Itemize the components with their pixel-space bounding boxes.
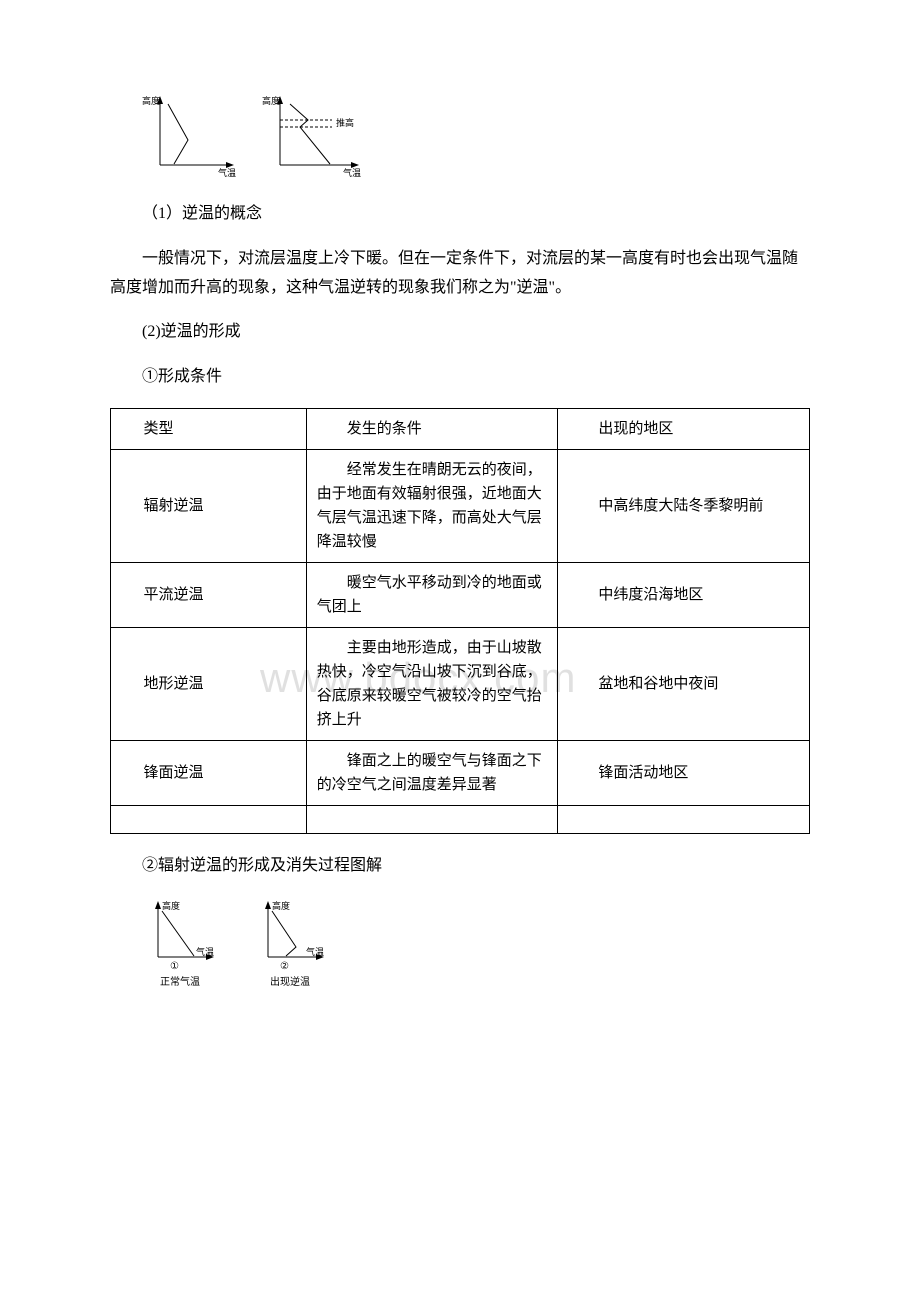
table-header-condition: 发生的条件 (306, 408, 558, 449)
y-axis-label: 高度 (272, 900, 290, 911)
section-2-sub-1: ①形成条件 (110, 363, 810, 392)
y-axis-label: 高度 (162, 900, 180, 911)
table-empty-cell (306, 805, 558, 833)
table-row: 辐射逆温 经常发生在晴朗无云的夜间，由于地面有效辐射很强，近地面大气层气温迅速下… (111, 449, 810, 562)
normal-temp-diagram: 高度 气温 ① (140, 897, 220, 972)
table-empty-cell (558, 805, 810, 833)
table-cell-cond: 主要由地形造成，由于山坡散热快，冷空气沿山坡下沉到谷底，谷底原来较暖空气被较冷的… (306, 627, 558, 740)
x-axis-label: 气温 (196, 946, 214, 957)
table-cell-type: 地形逆温 (111, 627, 307, 740)
diagram-number: ① (170, 961, 179, 972)
table-cell-type: 平流逆温 (111, 562, 307, 627)
section-2-heading: (2)逆温的形成 (110, 318, 810, 347)
table-empty-cell (111, 805, 307, 833)
table-cell-cond: 锋面之上的暖空气与锋面之下的冷空气之间温度差异显著 (306, 740, 558, 805)
x-axis-label: 气温 (306, 946, 324, 957)
table-header-type: 类型 (111, 408, 307, 449)
table-cell-area: 盆地和谷地中夜间 (558, 627, 810, 740)
inversion-types-table: 类型 发生的条件 出现的地区 辐射逆温 经常发生在晴朗无云的夜间，由于地面有效辐… (110, 408, 810, 834)
diagram-caption: 正常气温 (160, 974, 200, 992)
diagram-caption: 出现逆温 (270, 974, 310, 992)
inversion-diagram-1: 高度 气温 (140, 90, 240, 180)
x-axis-label: 气温 (218, 167, 236, 178)
inversion-diagram-2: 高度 气温 推高 (260, 90, 370, 180)
top-diagram-row: 高度 气温 高度 气温 推高 (140, 90, 810, 180)
table-cell-area: 中高纬度大陆冬季黎明前 (558, 449, 810, 562)
table-cell-cond: 经常发生在晴朗无云的夜间，由于地面有效辐射很强，近地面大气层气温迅速下降，而高处… (306, 449, 558, 562)
section-1-heading: （1）逆温的概念 (110, 200, 810, 229)
bottom-diagram-row: 高度 气温 ① 正常气温 高度 气温 ② 出现逆温 (140, 897, 810, 992)
table-cell-type: 锋面逆温 (111, 740, 307, 805)
table-row: 地形逆温 主要由地形造成，由于山坡散热快，冷空气沿山坡下沉到谷底，谷底原来较暖空… (111, 627, 810, 740)
table-header-row: 类型 发生的条件 出现的地区 (111, 408, 810, 449)
bottom-diagram-1: 高度 气温 ① 正常气温 (140, 897, 220, 992)
bottom-diagram-2: 高度 气温 ② 出现逆温 (250, 897, 330, 992)
table-cell-type: 辐射逆温 (111, 449, 307, 562)
table-row: 锋面逆温 锋面之上的暖空气与锋面之下的冷空气之间温度差异显著 锋面活动地区 (111, 740, 810, 805)
section-3-heading: ②辐射逆温的形成及消失过程图解 (110, 852, 810, 881)
diagram-number: ② (280, 961, 289, 972)
table-cell-cond: 暖空气水平移动到冷的地面或气团上 (306, 562, 558, 627)
x-axis-label: 气温 (343, 167, 361, 178)
inversion-temp-diagram: 高度 气温 ② (250, 897, 330, 972)
table-header-area: 出现的地区 (558, 408, 810, 449)
y-axis-label: 高度 (262, 95, 280, 106)
y-axis-label: 高度 (142, 95, 160, 106)
diagram-2-label: 推高 (336, 117, 354, 128)
section-1-body: 一般情况下，对流层温度上冷下暖。但在一定条件下，对流层的某一高度有时也会出现气温… (110, 245, 810, 303)
table-cell-area: 中纬度沿海地区 (558, 562, 810, 627)
table-empty-row (111, 805, 810, 833)
table-cell-area: 锋面活动地区 (558, 740, 810, 805)
table-row: 平流逆温 暖空气水平移动到冷的地面或气团上 中纬度沿海地区 (111, 562, 810, 627)
